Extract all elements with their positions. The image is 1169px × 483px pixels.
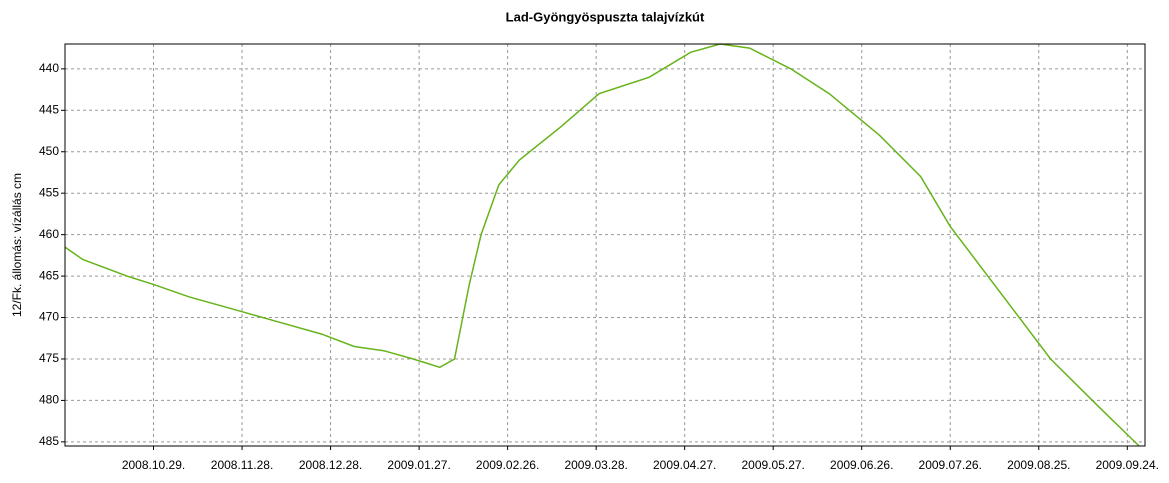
x-tick-label: 2008.12.28. <box>299 458 362 472</box>
x-tick-label: 2009.06.26. <box>830 458 893 472</box>
y-tick-label: 445 <box>39 102 59 116</box>
chart-title: Lad-Gyöngyöspuszta talajvízkút <box>506 9 705 24</box>
x-tick-label: 2009.02.26. <box>476 458 539 472</box>
y-tick-label: 455 <box>39 185 59 199</box>
x-tick-label: 2009.07.26. <box>919 458 982 472</box>
x-tick-label: 2009.08.25. <box>1007 458 1070 472</box>
x-tick-label: 2009.03.28. <box>564 458 627 472</box>
y-tick-label: 460 <box>39 227 59 241</box>
y-axis-label: 12/Fk. állomás: vízállás cm <box>10 173 24 317</box>
y-tick-label: 465 <box>39 268 59 282</box>
y-tick-label: 485 <box>39 434 59 448</box>
y-tick-label: 440 <box>39 61 59 75</box>
x-tick-label: 2008.10.29. <box>122 458 185 472</box>
y-tick-label: 450 <box>39 144 59 158</box>
x-tick-label: 2009.09.24. <box>1096 458 1159 472</box>
y-tick-label: 480 <box>39 393 59 407</box>
data-line <box>64 43 1140 447</box>
x-tick-label: 2009.04.27. <box>653 458 716 472</box>
x-tick-label: 2009.01.27. <box>387 458 450 472</box>
y-tick-label: 475 <box>39 351 59 365</box>
y-tick-label: 470 <box>39 310 59 324</box>
x-tick-label: 2008.11.28. <box>211 458 274 472</box>
x-tick-label: 2009.05.27. <box>741 458 804 472</box>
plot-border <box>64 43 1146 447</box>
